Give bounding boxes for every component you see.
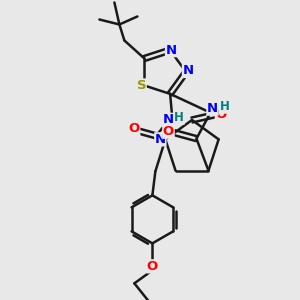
Text: O: O — [215, 109, 226, 122]
Text: N: N — [207, 102, 218, 115]
Text: O: O — [128, 122, 140, 135]
Text: S: S — [136, 79, 146, 92]
Text: O: O — [163, 125, 174, 138]
Text: N: N — [163, 113, 174, 126]
Text: N: N — [166, 44, 177, 57]
Text: N: N — [182, 64, 194, 77]
Text: N: N — [155, 133, 166, 146]
Text: O: O — [147, 260, 158, 273]
Text: H: H — [220, 100, 230, 113]
Text: H: H — [174, 111, 184, 124]
